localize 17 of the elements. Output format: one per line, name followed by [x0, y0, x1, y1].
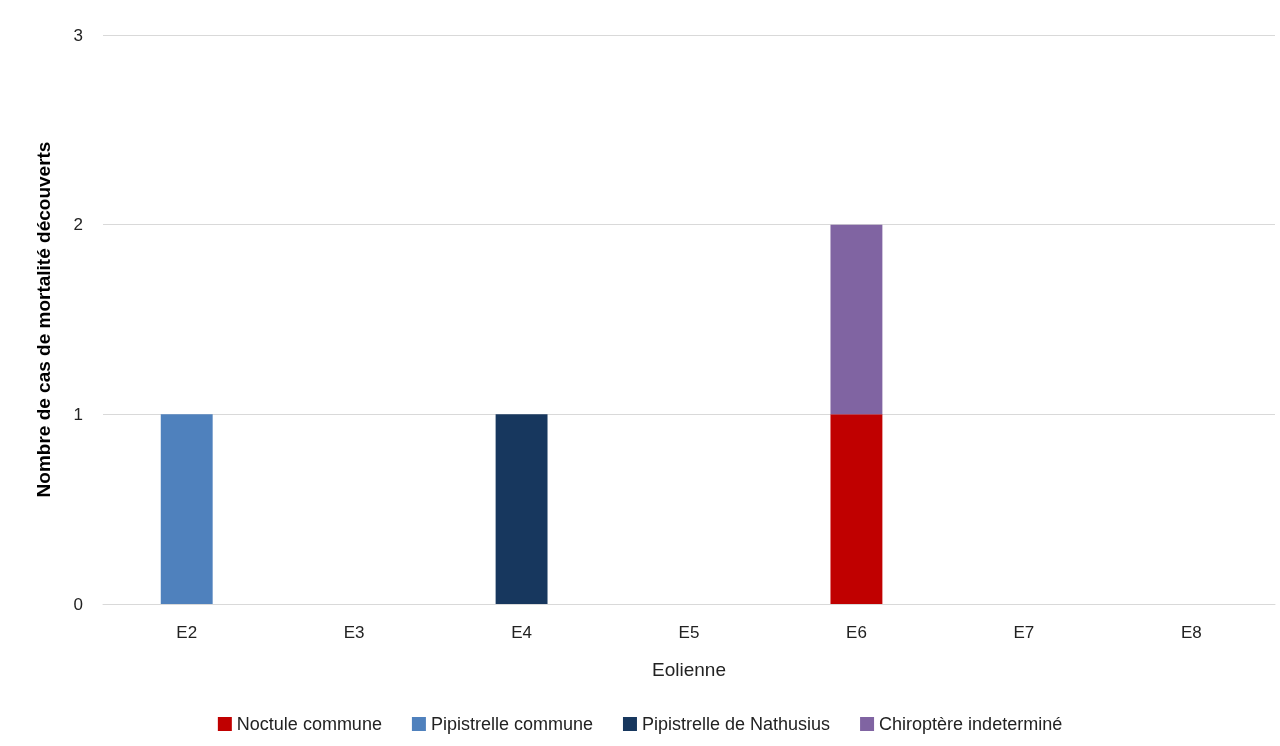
x-tick-label: E6	[846, 623, 867, 642]
x-tick-label: E5	[678, 623, 700, 642]
y-tick-label: 2	[73, 215, 83, 235]
legend-label: Pipistrelle de Nathusius	[641, 714, 831, 734]
legend-label: Chiroptère indeterminé	[879, 714, 1063, 734]
y-tick-label: 1	[73, 404, 83, 424]
x-tick-label: E3	[343, 623, 365, 642]
legend-label: Pipistrelle commune	[430, 714, 593, 734]
x-axis-title: Eolienne	[652, 659, 726, 680]
legend-label: Noctule commune	[236, 714, 382, 734]
y-axis-title: Nombre de cas de mortalité découverts	[33, 141, 54, 498]
x-tick-label: E7	[1013, 623, 1035, 642]
x-tick-label: E8	[1180, 623, 1202, 642]
y-tick-label: 0	[73, 594, 83, 614]
x-tick-label: E4	[511, 623, 532, 642]
y-tick-label: 3	[73, 25, 83, 45]
x-tick-label: E2	[176, 623, 198, 642]
